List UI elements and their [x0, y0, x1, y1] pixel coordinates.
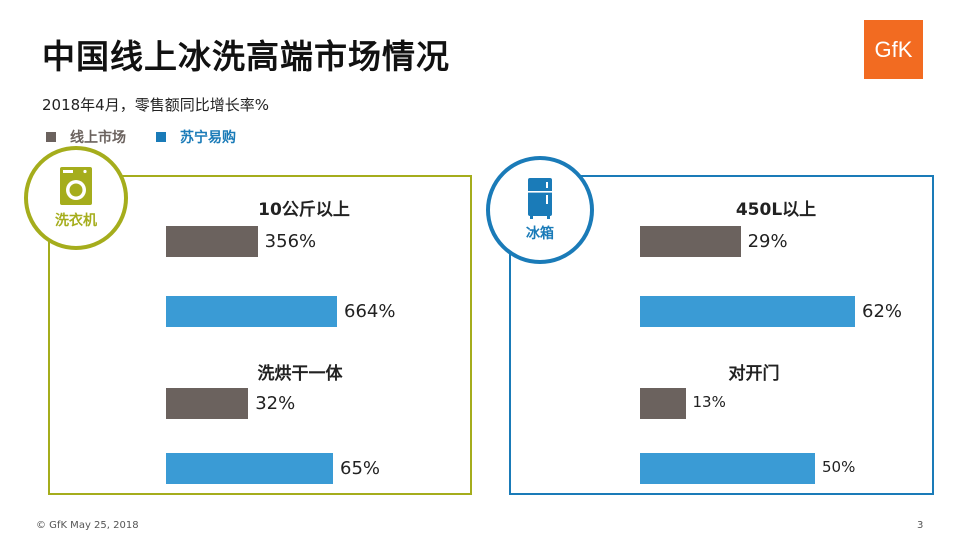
value-label: 32% — [255, 393, 296, 414]
bar-online — [166, 226, 258, 257]
washer-caption: 洗衣机 — [55, 213, 97, 229]
legend-swatch-online — [46, 132, 56, 142]
category-label: 洗烘干一体 — [257, 364, 343, 384]
bar-suning — [166, 296, 337, 327]
washer-panel — [48, 175, 472, 495]
washing-machine-icon — [60, 167, 92, 205]
fridge-panel — [509, 175, 934, 495]
value-label: 356% — [264, 231, 317, 252]
category-label: 10公斤以上 — [258, 200, 350, 220]
legend-swatch-suning — [156, 132, 166, 142]
value-label: 50% — [822, 458, 856, 476]
legend-label-suning: 苏宁易购 — [180, 130, 236, 146]
bar-suning — [640, 453, 815, 484]
footer-copyright: © GfK May 25, 2018 — [36, 520, 139, 531]
fridge-badge: 冰箱 — [486, 156, 594, 264]
chart-subtitle: 2018年4月，零售额同比增长率% — [42, 96, 269, 114]
legend: 线上市场 苏宁易购 — [46, 127, 266, 147]
bar-online — [166, 388, 249, 419]
value-label: 65% — [340, 458, 381, 479]
refrigerator-icon — [528, 178, 552, 219]
value-label: 29% — [747, 231, 788, 252]
bar-online — [640, 388, 686, 419]
page-title: 中国线上冰洗高端市场情况 — [42, 37, 450, 76]
category-label: 对开门 — [728, 364, 780, 384]
category-label: 450L以上 — [735, 200, 817, 220]
legend-label-online: 线上市场 — [70, 130, 126, 146]
gfk-logo: GfK — [864, 20, 923, 79]
bar-suning — [166, 453, 333, 484]
value-label: 664% — [344, 301, 396, 322]
value-label: 62% — [862, 301, 903, 322]
washer-badge: 洗衣机 — [24, 146, 128, 250]
fridge-caption: 冰箱 — [526, 226, 554, 242]
bar-suning — [640, 296, 855, 327]
page-number: 3 — [917, 520, 924, 531]
value-label: 13% — [692, 393, 726, 411]
bar-online — [640, 226, 741, 257]
